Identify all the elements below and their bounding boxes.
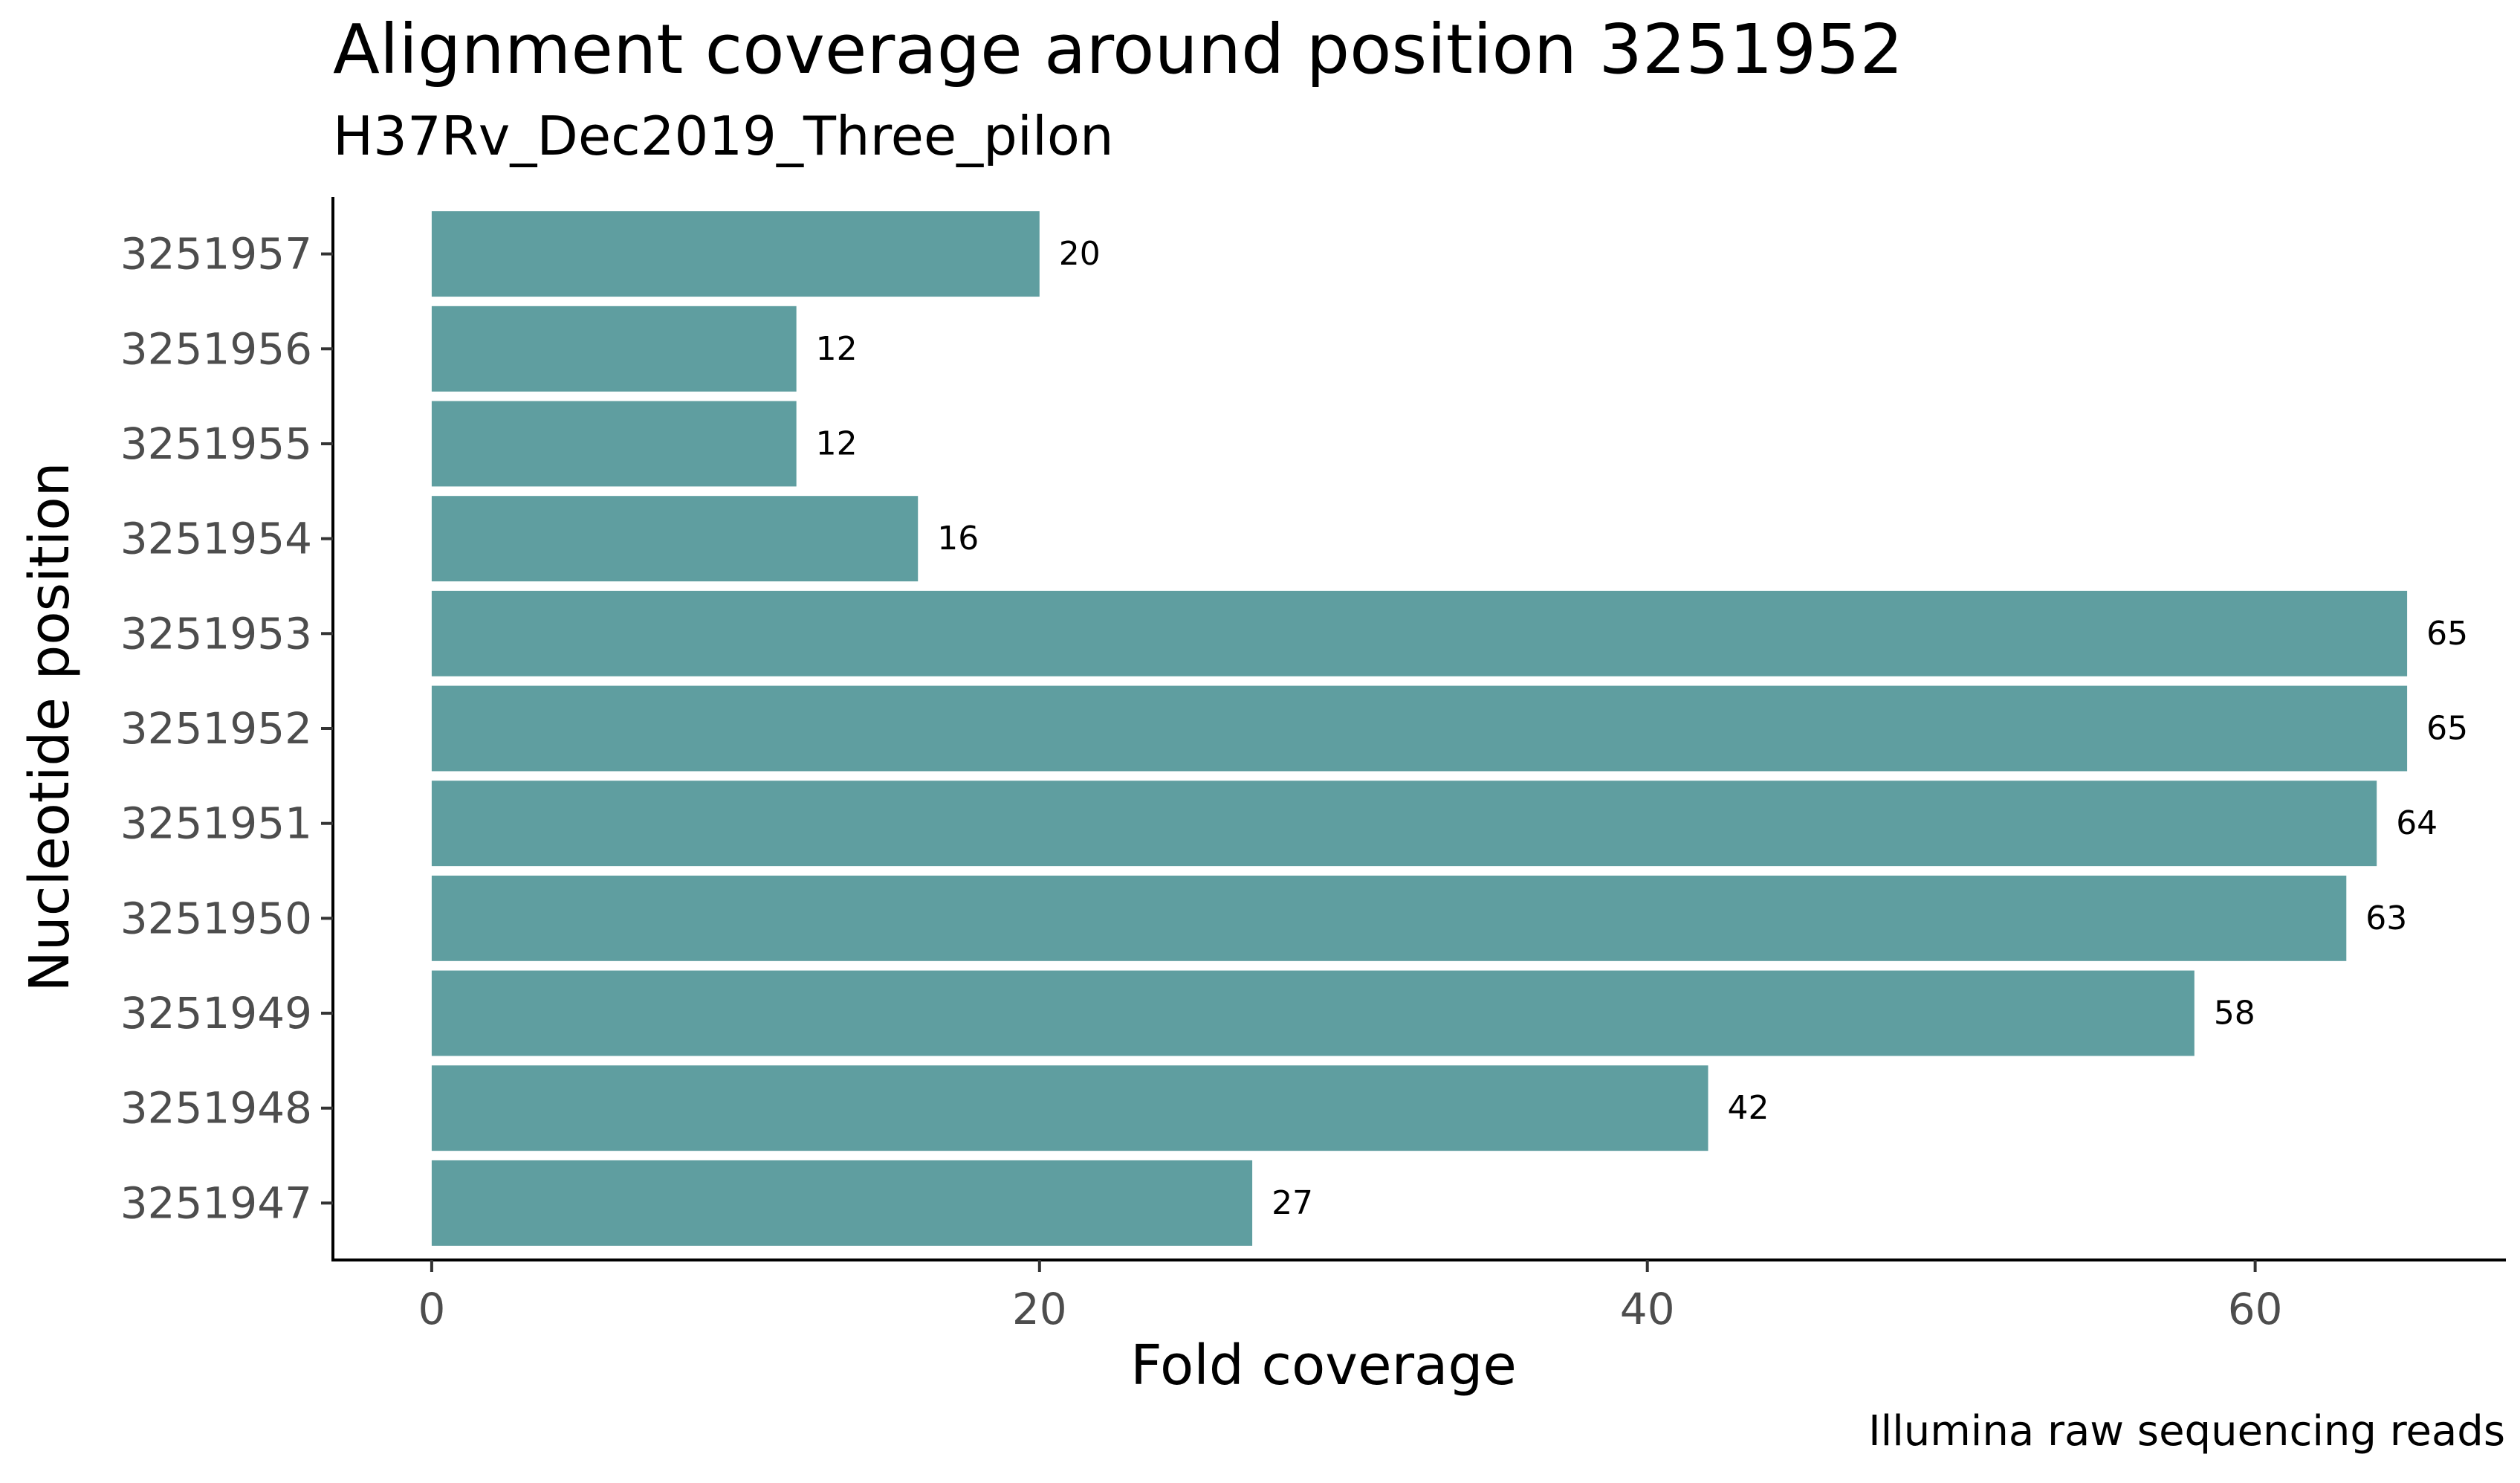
- y-tick-label-3251951: 3251951: [120, 798, 312, 849]
- data-label-3251949: 58: [2214, 995, 2255, 1033]
- y-tick-label-3251948: 3251948: [120, 1083, 312, 1134]
- x-tick-label-60: 60: [2228, 1284, 2283, 1334]
- data-label-3251947: 27: [1272, 1184, 1313, 1222]
- data-label-3251953: 65: [2426, 615, 2468, 653]
- y-tick-label-3251955: 3251955: [120, 419, 312, 469]
- bar-3251948: [431, 1065, 1708, 1151]
- data-label-3251955: 12: [816, 424, 858, 462]
- y-axis-ticks: 3251957 3251956 3251955 3251954 3251953 32519…: [120, 229, 333, 1228]
- bar-3251957: [431, 211, 1040, 297]
- y-tick-label-3251952: 3251952: [120, 703, 312, 754]
- bar-3251952: [431, 685, 2408, 772]
- data-labels-group: 20 12 12 16 65 65 64 63 58 42 27: [816, 235, 2468, 1222]
- data-label-3251951: 64: [2396, 804, 2438, 842]
- y-tick-label-3251954: 3251954: [120, 514, 312, 564]
- y-tick-label-3251947: 3251947: [120, 1177, 312, 1228]
- bar-3251947: [431, 1160, 1253, 1246]
- bar-3251954: [431, 496, 919, 582]
- data-label-3251956: 12: [816, 330, 858, 368]
- x-tick-label-40: 40: [1620, 1284, 1675, 1334]
- x-tick-label-0: 0: [418, 1284, 445, 1334]
- chart-subtitle: H37Rv_Dec2019_Three_pilon: [333, 105, 1114, 167]
- x-axis-title: Fold coverage: [1130, 1334, 1517, 1398]
- bar-3251953: [431, 590, 2408, 676]
- bar-3251955: [431, 401, 797, 487]
- y-tick-label-3251949: 3251949: [120, 988, 312, 1038]
- data-label-3251950: 63: [2365, 899, 2407, 937]
- y-tick-label-3251950: 3251950: [120, 893, 312, 943]
- bar-3251950: [431, 875, 2347, 961]
- data-label-3251948: 42: [1728, 1089, 1769, 1127]
- y-tick-label-3251956: 3251956: [120, 323, 312, 374]
- bar-3251949: [431, 970, 2195, 1056]
- data-label-3251952: 65: [2426, 710, 2468, 748]
- bar-3251951: [431, 781, 2377, 867]
- data-label-3251957: 20: [1059, 235, 1101, 273]
- y-tick-label-3251953: 3251953: [120, 608, 312, 659]
- bar-3251956: [431, 306, 797, 392]
- x-tick-label-20: 20: [1012, 1284, 1067, 1334]
- y-axis-title: Nucleotide position: [18, 462, 82, 992]
- data-label-3251954: 16: [937, 520, 979, 558]
- chart-title: Alignment coverage around position 32519…: [333, 10, 1904, 89]
- chart-caption: Illumina raw sequencing reads: [1868, 1407, 2505, 1455]
- y-tick-label-3251957: 3251957: [120, 229, 312, 280]
- bars-group: [431, 211, 2408, 1246]
- x-axis-ticks: 0 20 40 60: [418, 1260, 2283, 1334]
